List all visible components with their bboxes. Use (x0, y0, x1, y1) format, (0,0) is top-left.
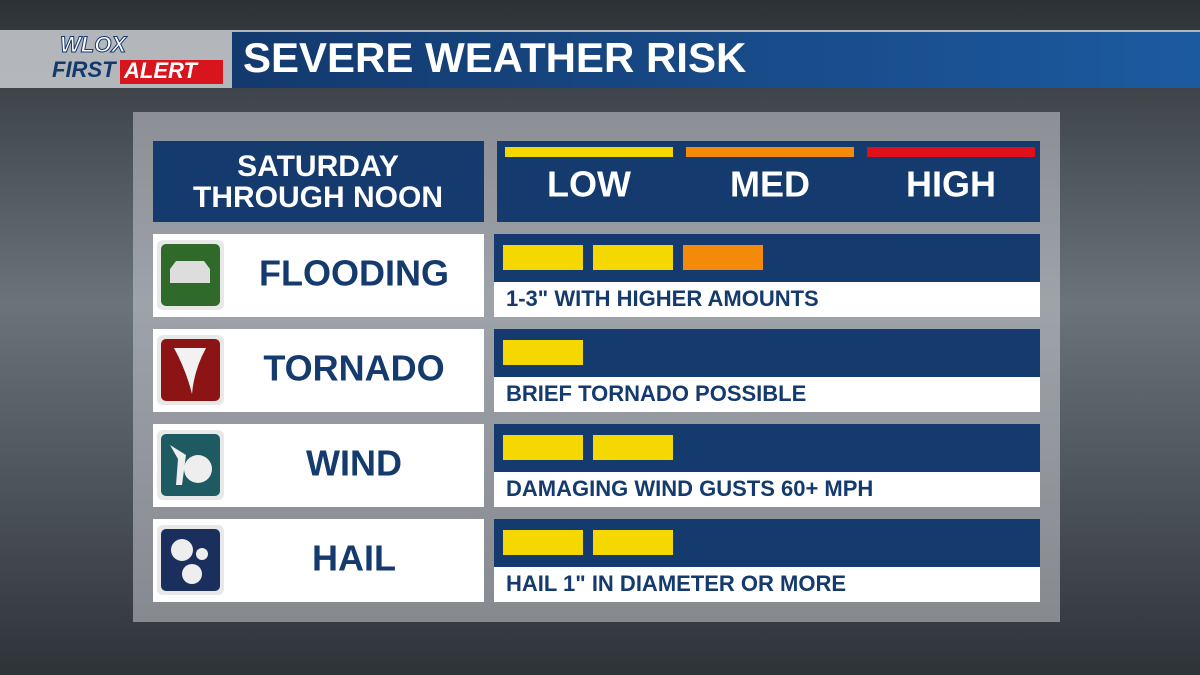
title-bar (232, 32, 1200, 88)
icon-hail (171, 539, 193, 561)
risk-segment (593, 245, 673, 270)
description-bg (494, 377, 1040, 412)
description-bg (494, 472, 1040, 507)
risk-segment (593, 435, 673, 460)
scale-color-bar (505, 147, 673, 157)
risk-segment (503, 530, 583, 555)
icon-hail (196, 548, 208, 560)
icon-tornado (174, 348, 206, 394)
description: BRIEF TORNADO POSSIBLE (506, 381, 806, 406)
description: DAMAGING WIND GUSTS 60+ MPH (506, 476, 873, 501)
period: SATURDAY THROUGH NOON (193, 150, 443, 214)
icon-hail (182, 564, 202, 584)
hazard-name: FLOODING (259, 253, 449, 294)
scale-color-bar (867, 147, 1035, 157)
scale-label: LOW (547, 164, 631, 205)
level-bar-bg (494, 234, 1040, 282)
scale-color-bar (686, 147, 854, 157)
logo-first: FIRST (52, 57, 117, 82)
risk-segment (503, 245, 583, 270)
title: SEVERE WEATHER RISK (243, 34, 746, 81)
level-bar-bg (494, 424, 1040, 472)
risk-segment (503, 340, 583, 365)
hazard-name: WIND (306, 443, 402, 484)
description-bg (494, 567, 1040, 602)
risk-segment (593, 530, 673, 555)
period-box (153, 141, 484, 222)
logo-alert-box (120, 60, 223, 84)
description: HAIL 1" IN DIAMETER OR MORE (506, 571, 846, 596)
scale-label: MED (730, 164, 810, 205)
icon-tree (170, 445, 186, 485)
logo-alert: ALERT (123, 58, 198, 83)
description: 1-3" WITH HIGHER AMOUNTS (506, 286, 819, 311)
icon-cloud (184, 455, 212, 483)
risk-segment (683, 245, 763, 270)
logo-station: WLOX (60, 32, 127, 57)
risk-segment (503, 435, 583, 460)
scale-label: HIGH (906, 164, 996, 205)
icon-house (170, 261, 210, 283)
description-bg (494, 282, 1040, 317)
level-bar-bg (494, 519, 1040, 567)
hazard-name: HAIL (312, 538, 396, 579)
level-bar-bg (494, 329, 1040, 377)
hazard-name: TORNADO (263, 348, 444, 389)
